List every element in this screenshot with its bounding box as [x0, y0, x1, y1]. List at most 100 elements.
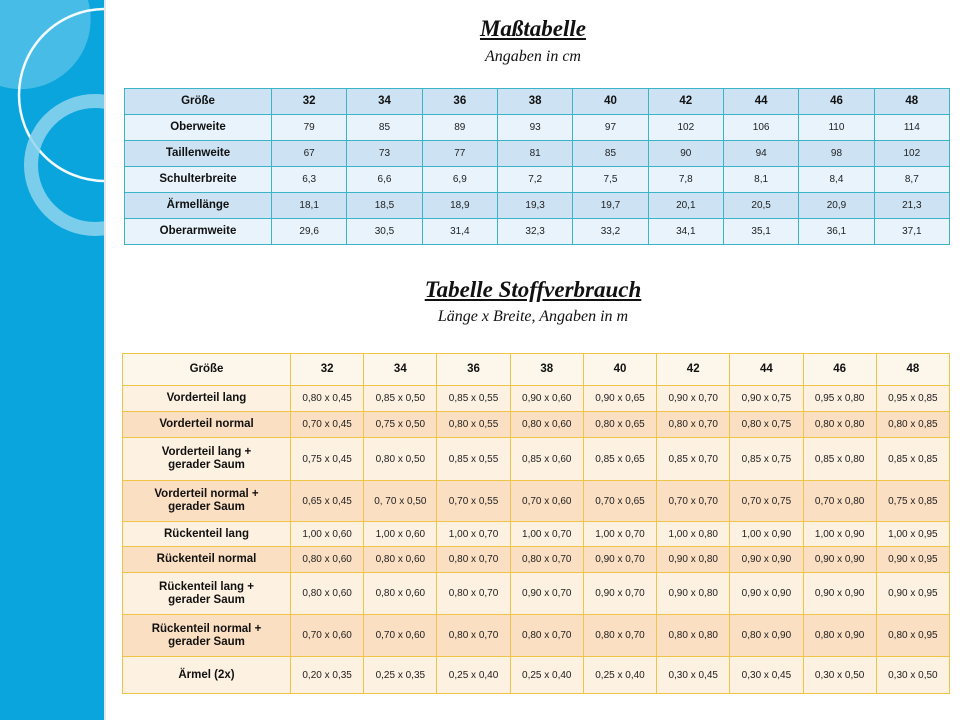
- table-cell: 114: [873, 114, 951, 141]
- table-cell: 29,6: [270, 218, 348, 245]
- table-cell: 0,70 x 0,60: [363, 614, 438, 657]
- table-cell: 0,80 x 0,95: [875, 614, 951, 657]
- table-cell: 7,5: [572, 166, 649, 193]
- header-cell: 34: [363, 353, 438, 386]
- table-cell: 0,80 x 0,55: [436, 411, 511, 438]
- table-cell: 0,20 x 0,35: [289, 656, 365, 694]
- table-cell: 36,1: [798, 218, 875, 245]
- table-cell: 0,25 x 0,35: [363, 656, 438, 694]
- header-cell: 42: [647, 88, 724, 115]
- header-cell: 32: [289, 353, 365, 386]
- table-cell: 0,30 x 0,50: [802, 656, 877, 694]
- table-cell: 0,80 x 0,60: [509, 411, 584, 438]
- table-cell: 0,90 x 0,75: [729, 385, 804, 412]
- table-cell: 0,80 x 0,70: [656, 411, 731, 438]
- table-row: Vorderteil normal 0,70 x 0,45 0,75 x 0,50 0…: [122, 411, 951, 438]
- table-cell: 20,5: [722, 192, 800, 219]
- table-cell: 31,4: [421, 218, 498, 245]
- table-cell: 102: [873, 140, 951, 167]
- fabric-table: Größe 32 34 36 38 40 42 44 46 48 Vorderteil lang 0,…: [122, 353, 951, 694]
- table-cell: 0,70 x 0,80: [802, 480, 877, 522]
- table-cell: 0,75 x 0,45: [289, 437, 365, 481]
- table-cell: 1,00 x 0,90: [729, 521, 804, 547]
- table-cell: 0,85 x 0,70: [656, 437, 731, 481]
- table-cell: 77: [421, 140, 498, 167]
- table-cell: 6,6: [346, 166, 423, 193]
- table-cell: 6,3: [270, 166, 348, 193]
- table-cell: 8,1: [722, 166, 800, 193]
- table-cell: 85: [572, 140, 649, 167]
- row-label: Rückenteil lang + gerader Saum: [122, 572, 291, 615]
- table-cell: 67: [270, 140, 348, 167]
- table-cell: 97: [572, 114, 649, 141]
- table-row: Oberweite 79 85 89 93 97 102 106 110 114: [124, 114, 951, 141]
- table-cell: 0,90 x 0,65: [582, 385, 658, 412]
- table-cell: 0,90 x 0,90: [729, 546, 804, 573]
- table-cell: 0,80 x 0,70: [582, 614, 658, 657]
- table-cell: 0,80 x 0,80: [802, 411, 877, 438]
- table-cell: 0,90 x 0,90: [729, 572, 804, 615]
- table-cell: 0,70 x 0,70: [656, 480, 731, 522]
- header-cell: 34: [346, 88, 423, 115]
- table-cell: 0,90 x 0,60: [509, 385, 584, 412]
- table-cell: 0,95 x 0,85: [875, 385, 951, 412]
- measurements-subtitle: Angaben in cm: [485, 48, 581, 65]
- table-cell: 0,85 x 0,65: [582, 437, 658, 481]
- table-cell: 0,80 x 0,85: [875, 411, 951, 438]
- table-cell: 0,80 x 0,70: [436, 572, 511, 615]
- table-cell: 0,90 x 0,80: [656, 572, 731, 615]
- table-cell: 0,30 x 0,45: [656, 656, 731, 694]
- measurements-table: Größe 32 34 36 38 40 42 44 46 48 Oberweite 79 85 89 93…: [124, 88, 951, 245]
- table-cell: 1,00 x 0,70: [509, 521, 584, 547]
- header-cell: 48: [875, 353, 951, 386]
- table-cell: 79: [270, 114, 348, 141]
- row-label: Vorderteil lang + gerader Saum: [122, 437, 291, 481]
- table-cell: 0,85 x 0,85: [875, 437, 951, 481]
- table-cell: 0,65 x 0,45: [289, 480, 365, 522]
- table-cell: 0,80 x 0,50: [363, 437, 438, 481]
- row-label: Vorderteil normal + gerader Saum: [122, 480, 291, 522]
- table-cell: 1,00 x 0,95: [875, 521, 951, 547]
- row-label: Schulterbreite: [124, 166, 272, 193]
- table-cell: 0,85 x 0,55: [436, 437, 511, 481]
- table-cell: 0,25 x 0,40: [582, 656, 658, 694]
- fabric-subtitle: Länge x Breite, Angaben in m: [437, 308, 629, 325]
- table-cell: 35,1: [722, 218, 800, 245]
- table-cell: 0,25 x 0,40: [436, 656, 511, 694]
- table-row: Rückenteil lang 1,00 x 0,60 1,00 x 0,60 1,0…: [122, 521, 951, 547]
- header-cell: 46: [802, 353, 877, 386]
- table-cell: 20,9: [798, 192, 875, 219]
- header-cell: 40: [582, 353, 658, 386]
- table-cell: 0,90 x 0,70: [656, 385, 731, 412]
- table-cell: 106: [722, 114, 800, 141]
- row-label: Rückenteil lang: [122, 521, 291, 547]
- table-row: Ärmel (2x) 0,20 x 0,35 0,25 x 0,35 0,25 x 0…: [122, 656, 951, 694]
- table-cell: 89: [421, 114, 498, 141]
- header-cell: 38: [509, 353, 584, 386]
- table-row: Oberarmweite 29,6 30,5 31,4 32,3 33,2 34,1 35,1…: [124, 218, 951, 245]
- table-cell: 94: [722, 140, 800, 167]
- table-cell: 81: [496, 140, 574, 167]
- table-cell: 6,9: [421, 166, 498, 193]
- table-cell: 0,90 x 0,90: [802, 546, 877, 573]
- row-label: Oberarmweite: [124, 218, 272, 245]
- table-cell: 0,90 x 0,90: [802, 572, 877, 615]
- table-cell: 0,70 x 0,45: [289, 411, 365, 438]
- table-cell: 0,80 x 0,45: [289, 385, 365, 412]
- table-cell: 0,80 x 0,60: [363, 572, 438, 615]
- table-cell: 1,00 x 0,80: [656, 521, 731, 547]
- header-cell: Größe: [124, 88, 272, 115]
- table-cell: 1,00 x 0,70: [582, 521, 658, 547]
- fabric-title: Tabelle Stoffverbrauch: [424, 277, 642, 302]
- table-cell: 8,7: [873, 166, 951, 193]
- table-cell: 110: [798, 114, 875, 141]
- table-cell: 90: [647, 140, 724, 167]
- table-cell: 20,1: [647, 192, 724, 219]
- table-row: Taillenweite 67 73 77 81 85 90 94 98 102: [124, 140, 951, 167]
- table-row: Rückenteil normal 0,80 x 0,60 0,80 x 0,60 0…: [122, 546, 951, 573]
- table-row: Vorderteil normal + gerader Saum 0,65 x 0…: [122, 480, 951, 522]
- table-cell: 0,85 x 0,75: [729, 437, 804, 481]
- table-cell: 93: [496, 114, 574, 141]
- table-cell: 1,00 x 0,70: [436, 521, 511, 547]
- row-label: Taillenweite: [124, 140, 272, 167]
